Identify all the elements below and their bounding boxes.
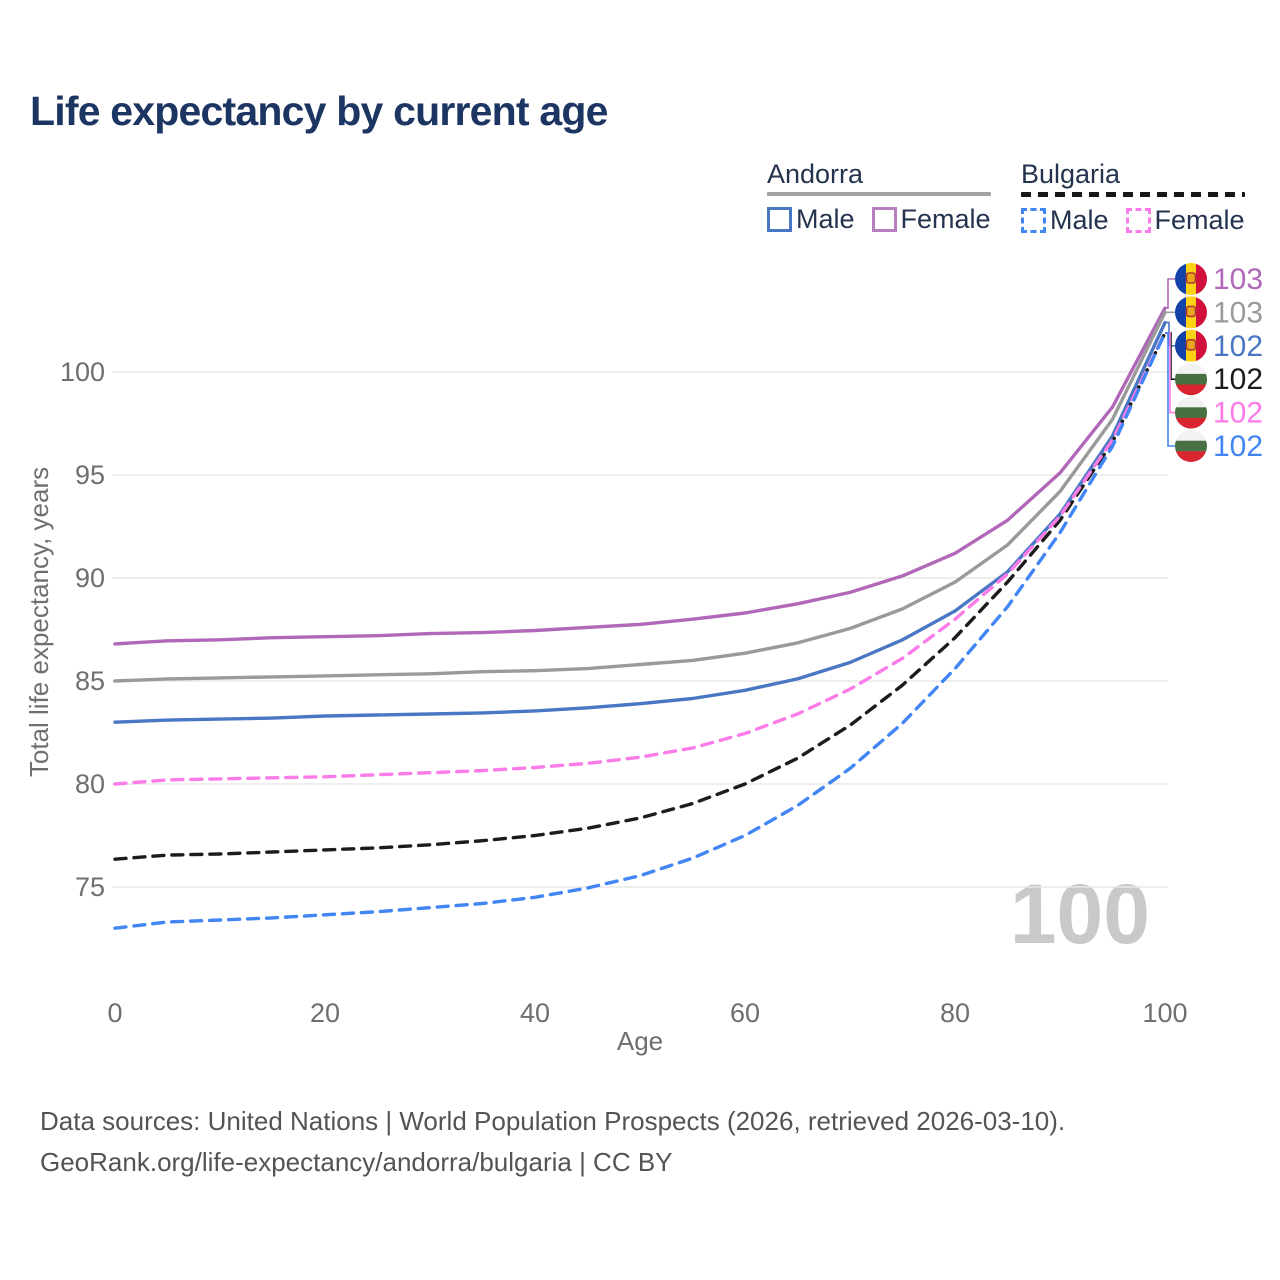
series-line-bulgaria-male bbox=[113, 331, 1167, 930]
end-value-bulgaria-female: 102 bbox=[1213, 397, 1263, 430]
y-axis-title: Total life expectancy, years bbox=[24, 467, 54, 777]
y-tick-label: 75 bbox=[75, 872, 105, 902]
age-counter-watermark: 100 bbox=[1010, 867, 1150, 961]
x-tick-label: 60 bbox=[730, 998, 760, 1028]
end-value-bulgaria-total: 102 bbox=[1213, 363, 1263, 396]
leader-line-bulgaria-male bbox=[1165, 332, 1175, 447]
andorra-male-swatch-icon[interactable] bbox=[767, 207, 792, 233]
series-line-andorra-male bbox=[113, 320, 1167, 724]
end-label-flags bbox=[1175, 263, 1207, 462]
series-line-bulgaria-total bbox=[113, 331, 1167, 861]
attribution-note: GeoRank.org/life-expectancy/andorra/bulg… bbox=[40, 1147, 673, 1177]
x-axis-tick-labels: 0 20 40 60 80 100 bbox=[107, 998, 1187, 1028]
y-tick-label: 95 bbox=[75, 460, 105, 490]
leader-line-andorra-male bbox=[1165, 321, 1175, 347]
y-axis-tick-labels: 75 80 85 90 95 100 bbox=[60, 357, 105, 902]
legend-item-bulgaria-female[interactable]: Female bbox=[1125, 205, 1245, 236]
legend-country-andorra: Andorra bbox=[767, 159, 864, 189]
y-tick-label: 80 bbox=[75, 769, 105, 799]
legend-label: Female bbox=[1154, 205, 1245, 236]
end-value-andorra-female: 103 bbox=[1213, 263, 1263, 296]
end-value-bulgaria-male: 102 bbox=[1213, 430, 1263, 463]
bulgaria-flag-icon bbox=[1175, 363, 1207, 395]
bulgaria-flag-icon bbox=[1175, 397, 1207, 429]
x-tick-label: 40 bbox=[520, 998, 550, 1028]
andorra-flag-icon bbox=[1175, 296, 1207, 328]
legend-item-andorra-female[interactable]: Female bbox=[871, 204, 991, 235]
legend-label: Male bbox=[1050, 205, 1109, 236]
andorra-female-swatch-icon[interactable] bbox=[871, 207, 897, 233]
x-tick-label: 80 bbox=[940, 998, 970, 1028]
x-axis-title: Age bbox=[617, 1026, 663, 1056]
legend-linestyle-solid-sample bbox=[767, 192, 991, 197]
andorra-flag-icon bbox=[1175, 263, 1207, 295]
legend-linestyle-dashed-sample bbox=[1021, 192, 1245, 198]
page-title: Life expectancy by current age bbox=[30, 88, 608, 134]
gridlines bbox=[112, 371, 1168, 888]
legend-item-andorra-male[interactable]: Male bbox=[767, 204, 855, 235]
bulgaria-female-swatch-icon[interactable] bbox=[1125, 208, 1151, 234]
bulgaria-flag-icon bbox=[1175, 430, 1207, 462]
y-tick-label: 100 bbox=[60, 357, 105, 387]
x-tick-label: 100 bbox=[1142, 998, 1187, 1028]
legend-group-andorra: Andorra Male Female bbox=[767, 160, 991, 235]
bulgaria-male-swatch-icon[interactable] bbox=[1021, 208, 1046, 234]
legend-group-bulgaria: Bulgaria Male Female bbox=[1021, 160, 1245, 236]
y-tick-label: 90 bbox=[75, 563, 105, 593]
data-sources-note: Data sources: United Nations | World Pop… bbox=[40, 1106, 1066, 1136]
series-line-andorra-total bbox=[113, 310, 1167, 683]
leader-line-andorra-female bbox=[1165, 278, 1175, 309]
x-tick-label: 0 bbox=[107, 998, 122, 1028]
series-line-bulgaria-female bbox=[113, 331, 1167, 786]
y-tick-label: 85 bbox=[75, 666, 105, 696]
data-series-lines bbox=[113, 306, 1167, 930]
legend-label: Male bbox=[796, 204, 855, 235]
end-value-andorra-male: 102 bbox=[1213, 330, 1263, 363]
x-tick-label: 20 bbox=[310, 998, 340, 1028]
legend-country-bulgaria: Bulgaria bbox=[1021, 159, 1121, 189]
series-line-andorra-female bbox=[113, 306, 1167, 646]
andorra-flag-icon bbox=[1175, 330, 1207, 362]
legend-label: Female bbox=[900, 204, 991, 235]
end-value-andorra-total: 103 bbox=[1213, 296, 1263, 329]
legend-item-bulgaria-male[interactable]: Male bbox=[1021, 205, 1109, 236]
end-label-leader-lines bbox=[1165, 278, 1175, 447]
